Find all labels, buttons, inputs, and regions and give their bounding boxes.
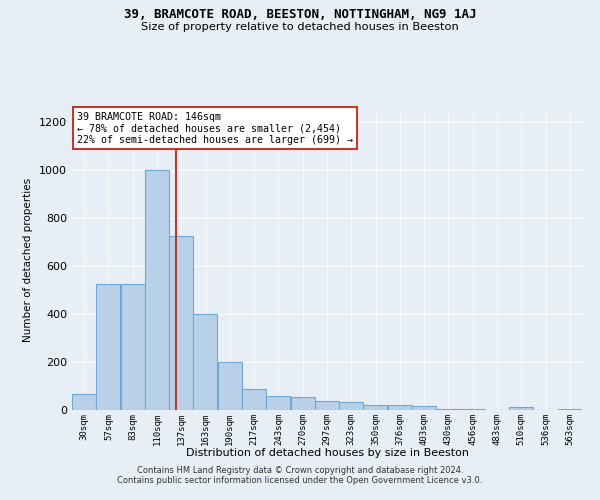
Bar	[96, 284, 121, 410]
Bar	[121, 284, 145, 410]
Text: 39, BRAMCOTE ROAD, BEESTON, NOTTINGHAM, NG9 1AJ: 39, BRAMCOTE ROAD, BEESTON, NOTTINGHAM, …	[124, 8, 476, 20]
Y-axis label: Number of detached properties: Number of detached properties	[23, 178, 34, 342]
Text: Contains HM Land Registry data © Crown copyright and database right 2024.
Contai: Contains HM Land Registry data © Crown c…	[118, 466, 482, 485]
Bar	[169, 236, 193, 410]
Bar	[290, 397, 314, 410]
Text: Size of property relative to detached houses in Beeston: Size of property relative to detached ho…	[141, 22, 459, 32]
Bar	[461, 409, 485, 410]
Bar	[509, 407, 533, 410]
Bar	[193, 314, 217, 410]
Bar	[412, 406, 436, 410]
Bar	[242, 389, 266, 410]
Bar	[72, 394, 96, 410]
Bar	[145, 170, 169, 410]
Bar	[339, 402, 363, 410]
Bar	[315, 401, 339, 410]
Bar	[364, 405, 388, 410]
Text: 39 BRAMCOTE ROAD: 146sqm
← 78% of detached houses are smaller (2,454)
22% of sem: 39 BRAMCOTE ROAD: 146sqm ← 78% of detach…	[77, 112, 353, 144]
Bar	[436, 409, 460, 410]
Bar	[218, 362, 242, 410]
Bar	[266, 396, 290, 410]
Bar	[388, 405, 412, 410]
Text: Distribution of detached houses by size in Beeston: Distribution of detached houses by size …	[185, 448, 469, 458]
Bar	[558, 409, 582, 410]
